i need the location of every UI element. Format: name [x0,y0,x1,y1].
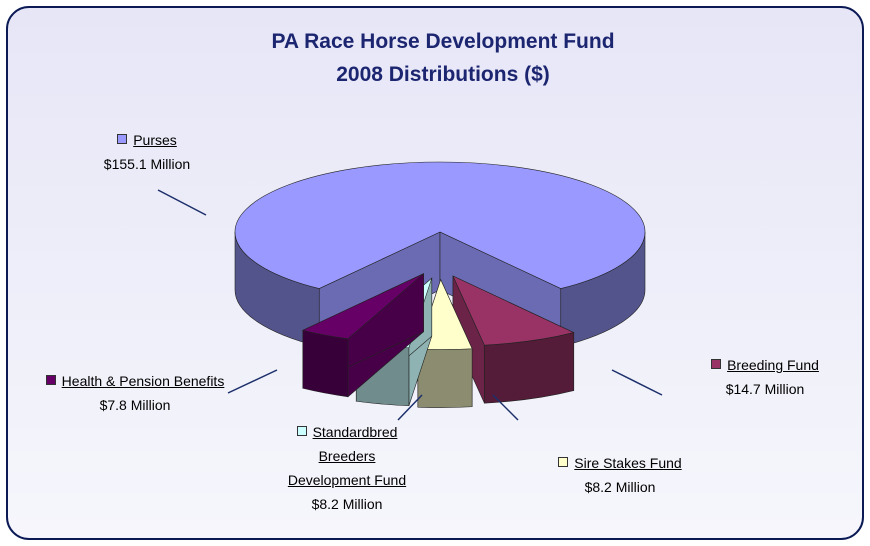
legend-swatch [296,426,307,436]
category-label: Health & Pension Benefits [61,373,225,389]
leader-line [227,369,278,394]
slice-top [301,273,424,340]
value-label: $8.2 Million [584,479,656,495]
label-name-line: Health & Pension Benefits [35,369,235,393]
legend-swatch [45,375,56,385]
label-name-line: Sire Stakes Fund [520,451,720,475]
data-label: Breeding Fund $14.7 Million [670,353,860,401]
label-name-line: Breeding Fund [670,353,860,377]
leader-line [397,394,423,421]
legend-swatch [711,359,722,369]
data-label: Purses $155.1 Million [62,128,232,176]
category-label: Breeding Fund [727,357,819,373]
slice-top [234,161,646,289]
data-label: Health & Pension Benefits $7.8 Million [35,369,235,417]
pie [234,161,646,408]
legend-swatch [558,457,569,467]
legend-swatch [117,134,128,144]
slice-top [452,275,575,346]
leader-line [611,369,663,396]
pie-slice [234,161,646,348]
leader-lines [157,189,663,421]
data-label: Standardbred Breeders Development Fund $8… [262,420,432,516]
data-label: Sire Stakes Fund $8.2 Million [520,451,720,499]
slice-side [302,329,349,398]
pie-slice [452,275,575,404]
value-label: $14.7 Million [725,381,805,397]
category-label: Sire Stakes Fund [574,455,682,471]
chart-subtitle: 2008 Distributions ($) [336,63,550,86]
category-label: Purses [133,132,177,148]
value-label: $7.8 Million [99,397,171,413]
leader-line [492,394,519,421]
category-label: Standardbred Breeders Development Fund [287,424,407,488]
chart-title: PA Race Horse Development Fund [271,30,615,53]
slice-side [417,348,473,408]
value-label: $155.1 Million [103,156,191,172]
value-label: $8.2 Million [311,496,383,512]
label-name-line: Purses [62,128,232,152]
leader-line [157,189,207,216]
pie-slice [301,273,424,398]
label-name-line: Standardbred Breeders Development Fund [282,420,412,492]
